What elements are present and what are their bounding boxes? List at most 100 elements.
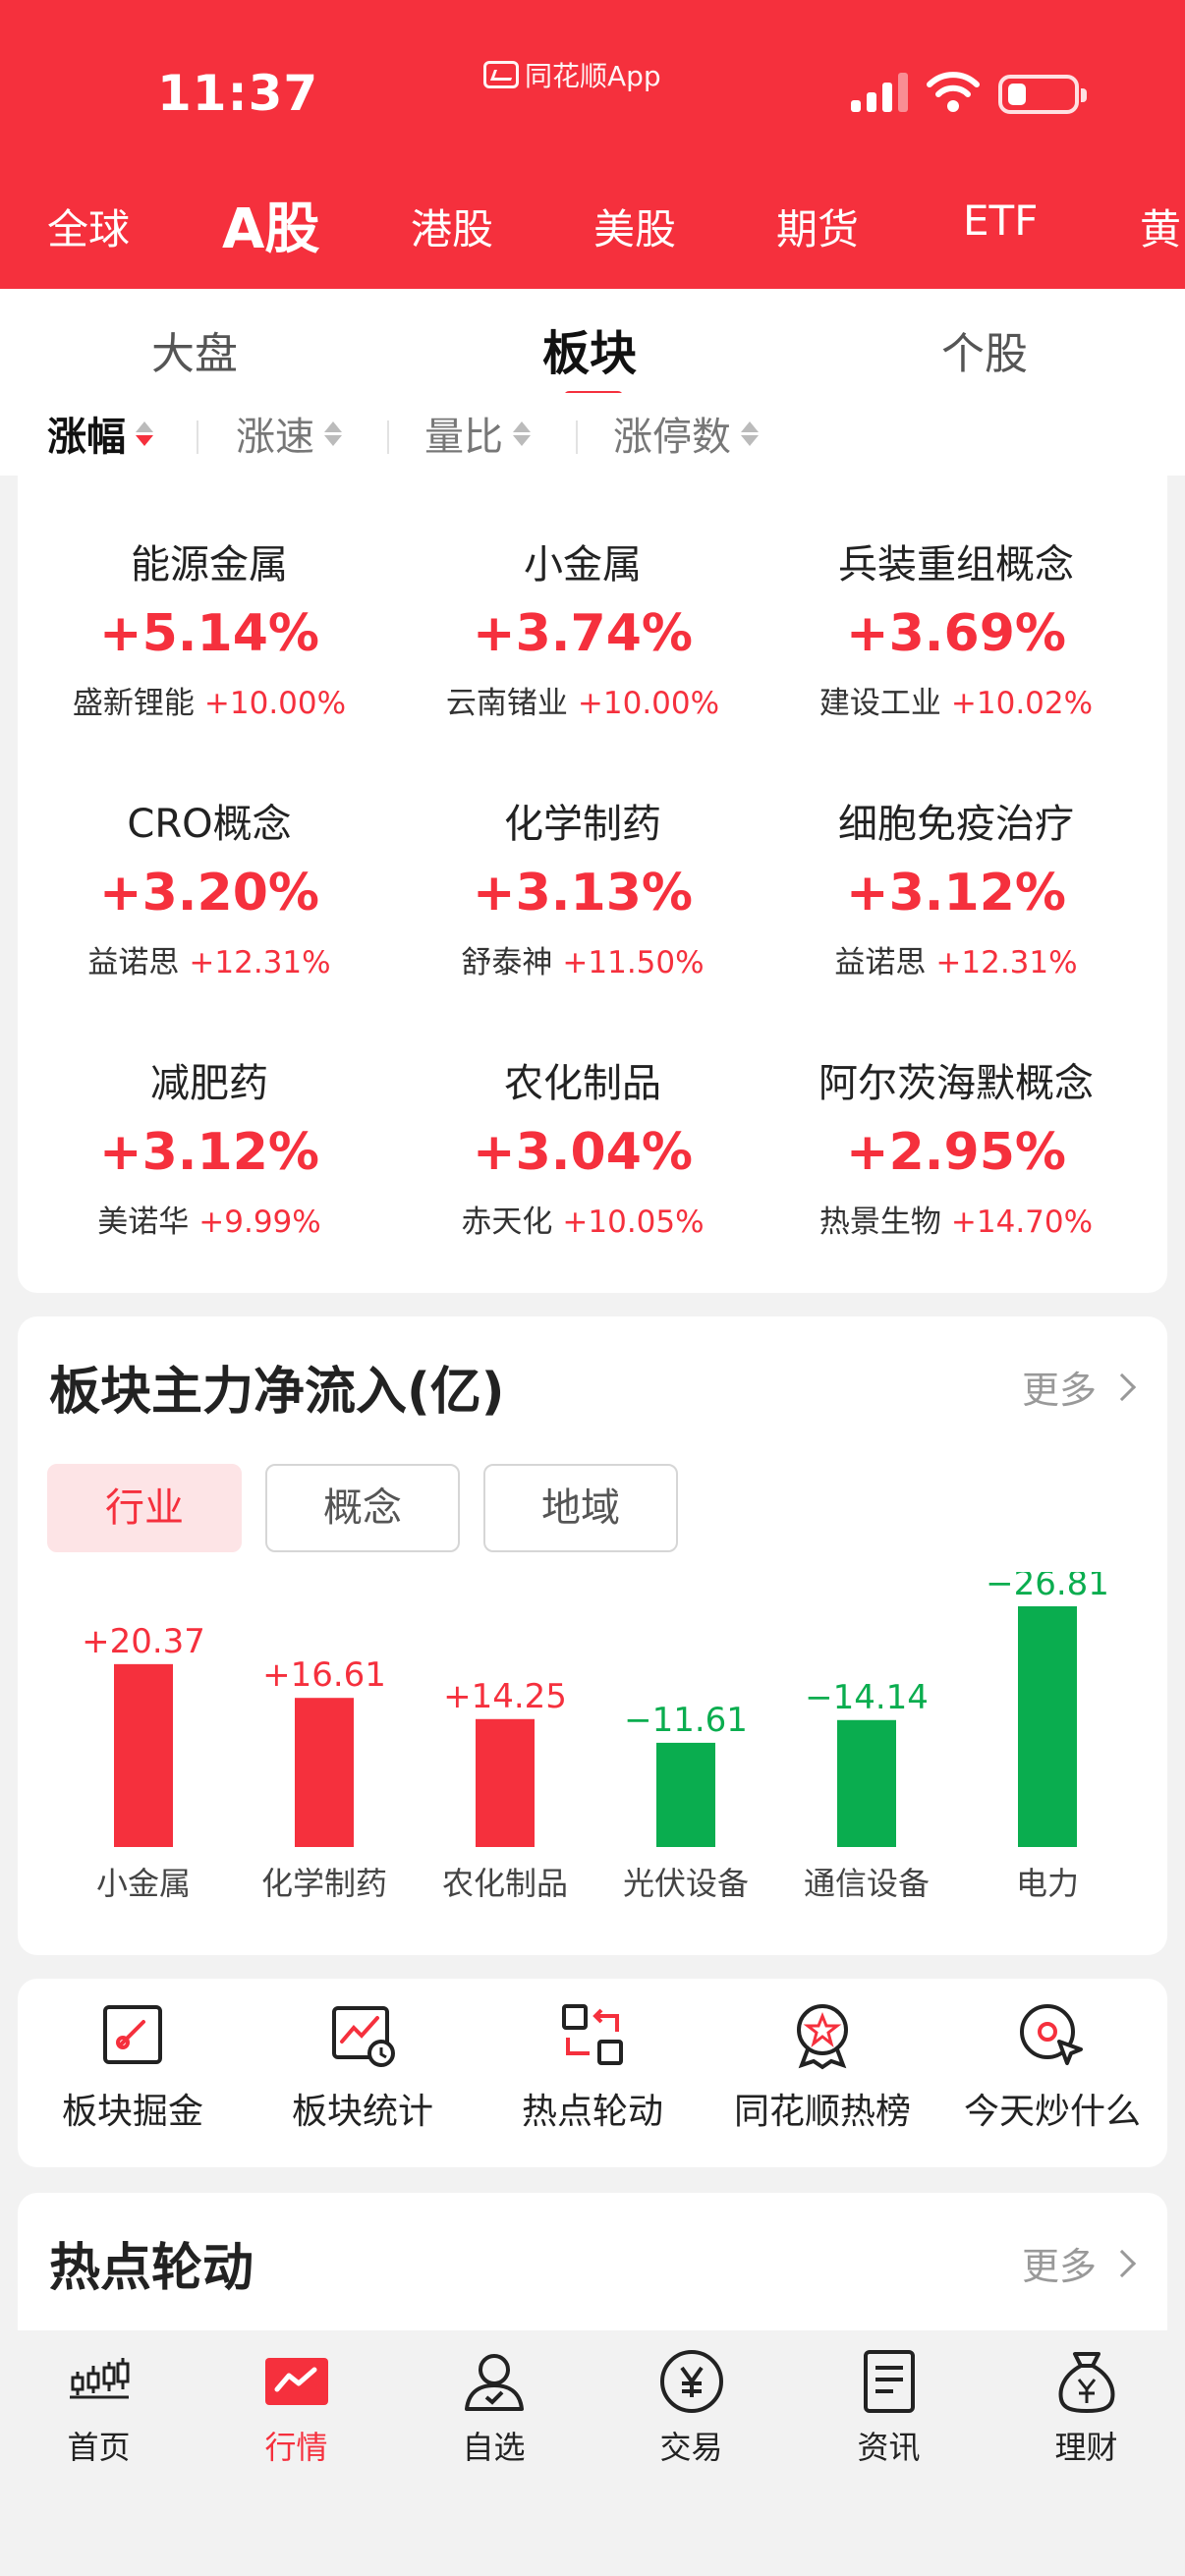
leader-name: 益诺思 — [87, 945, 180, 980]
sector-leader: 舒泰神 +11.50% — [391, 937, 774, 981]
sector-name: 兵装重组概念 — [838, 542, 1074, 588]
sector-cell[interactable]: 小金属 +3.74% 云南锗业 +10.00% — [391, 538, 774, 722]
tab-sectors[interactable]: 板块 — [542, 326, 638, 381]
sector-change: +3.69% — [846, 604, 1066, 663]
tab-global[interactable]: 全球 — [47, 205, 131, 253]
flow-bar — [114, 1663, 173, 1847]
tool-sector-gold[interactable]: 板块掘金 — [18, 1998, 248, 2134]
tool-label: 板块掘金 — [61, 2092, 203, 2132]
leader-name: 云南锗业 — [445, 686, 568, 721]
sort-by-volume-ratio[interactable]: 量比 — [424, 405, 531, 462]
flow-bar-category: 电力 — [1016, 1865, 1079, 1902]
flow-bar-value: +14.25 — [443, 1677, 567, 1716]
tab-gold[interactable]: 黄 — [1140, 205, 1182, 253]
flow-more-link[interactable]: 更多 — [1022, 1360, 1137, 1414]
sector-change: +3.12% — [846, 864, 1066, 923]
sector-name: 农化制品 — [504, 1061, 661, 1106]
sector-name: 小金属 — [524, 542, 642, 588]
flow-bar — [295, 1698, 354, 1847]
tool-label: 今天炒什么 — [963, 2092, 1141, 2132]
segment-industry[interactable]: 行业 — [47, 1464, 242, 1552]
sort-label: 涨速 — [236, 415, 314, 460]
sort-toggle-icon — [324, 420, 342, 446]
sector-leader: 建设工业 +10.02% — [764, 678, 1148, 722]
tab-market-overview[interactable]: 大盘 — [151, 329, 238, 379]
sector-cell[interactable]: 细胞免疫治疗 +3.12% 益诺思 +12.31% — [764, 798, 1148, 981]
leader-change: +10.02% — [950, 686, 1094, 721]
hot-more-link[interactable]: 更多 — [1022, 2236, 1137, 2290]
tab-a-share[interactable]: A股 — [222, 197, 320, 261]
tool-hot-rotation[interactable]: 热点轮动 — [478, 1998, 707, 2134]
tab-us-stock[interactable]: 美股 — [593, 205, 677, 253]
leader-change: +12.31% — [935, 945, 1078, 980]
sector-name: CRO概念 — [127, 802, 292, 847]
app-logo-icon — [483, 61, 519, 88]
home-candles-icon — [69, 2358, 129, 2399]
leader-change: +12.31% — [189, 945, 331, 980]
flow-bar-category: 光伏设备 — [623, 1865, 749, 1902]
tool-label: 同花顺热榜 — [733, 2092, 911, 2132]
sub-tabs: 大盘 板块 个股 — [0, 289, 1185, 407]
flow-bar — [837, 1719, 896, 1847]
today-pick-icon — [1020, 2004, 1083, 2065]
sector-change: +2.95% — [846, 1123, 1066, 1182]
nav-watchlist[interactable]: 自选 — [395, 2346, 592, 2468]
sort-desc-icon — [136, 420, 153, 446]
wifi-icon — [927, 72, 980, 112]
sort-toggle-icon — [741, 420, 759, 446]
sector-cell[interactable]: 化学制药 +3.13% 舒泰神 +11.50% — [391, 798, 774, 981]
app-badge: 同花顺App — [483, 55, 661, 94]
sector-cell[interactable]: 减肥药 +3.12% 美诺华 +9.99% — [18, 1057, 401, 1241]
leader-name: 益诺思 — [834, 945, 927, 980]
nav-market[interactable]: 行情 — [198, 2346, 395, 2468]
leader-name: 盛新锂能 — [72, 686, 195, 721]
sort-by-speed[interactable]: 涨速 — [236, 405, 342, 462]
sort-toggle-icon — [513, 420, 531, 446]
sector-leader: 益诺思 +12.31% — [764, 937, 1148, 981]
tool-today-pick[interactable]: 今天炒什么 — [937, 1998, 1167, 2134]
sector-leader: 云南锗业 +10.00% — [391, 678, 774, 722]
leader-name: 热景生物 — [818, 1204, 941, 1240]
leader-name: 舒泰神 — [461, 945, 553, 980]
sector-change: +3.74% — [473, 604, 693, 663]
tab-etf[interactable]: ETF — [963, 196, 1039, 245]
chevron-right-icon — [1107, 1372, 1137, 1401]
tool-label: 热点轮动 — [521, 2092, 663, 2132]
status-time: 11:37 — [157, 65, 319, 122]
segment-region[interactable]: 地域 — [483, 1464, 678, 1552]
flow-bar-value: −14.14 — [805, 1678, 929, 1717]
nav-label: 自选 — [462, 2429, 526, 2466]
nav-news[interactable]: 资讯 — [790, 2346, 988, 2468]
flow-bar — [476, 1718, 535, 1847]
leader-name: 美诺华 — [97, 1204, 190, 1240]
sector-cell[interactable]: 能源金属 +5.14% 盛新锂能 +10.00% — [18, 538, 401, 722]
nav-wealth[interactable]: 理财 — [988, 2346, 1185, 2468]
leader-name: 赤天化 — [461, 1204, 553, 1240]
tool-sector-stats[interactable]: 板块统计 — [248, 1998, 478, 2134]
tab-futures[interactable]: 期货 — [776, 205, 860, 253]
divider — [387, 420, 389, 454]
tool-hot-list[interactable]: 同花顺热榜 — [707, 1998, 937, 2134]
shortcut-tools: 板块掘金 板块统计 热点轮动 同花顺热榜 — [18, 1979, 1167, 2167]
sort-label: 涨幅 — [47, 415, 126, 460]
divider — [197, 420, 198, 454]
sort-by-change[interactable]: 涨幅 — [47, 405, 153, 462]
sector-name: 化学制药 — [504, 802, 661, 847]
sector-cell[interactable]: 兵装重组概念 +3.69% 建设工业 +10.02% — [764, 538, 1148, 722]
sort-by-limit-up[interactable]: 涨停数 — [613, 405, 759, 462]
nav-home[interactable]: 首页 — [0, 2346, 198, 2468]
leader-change: +14.70% — [950, 1204, 1094, 1240]
sector-cell[interactable]: 阿尔茨海默概念 +2.95% 热景生物 +14.70% — [764, 1057, 1148, 1241]
sector-leader: 美诺华 +9.99% — [18, 1197, 401, 1241]
market-tabs: 全球 A股 港股 美股 期货 ETF 黄 — [0, 185, 1185, 263]
sector-cell[interactable]: CRO概念 +3.20% 益诺思 +12.31% — [18, 798, 401, 981]
sector-change: +3.20% — [99, 864, 319, 923]
sector-cell[interactable]: 农化制品 +3.04% 赤天化 +10.05% — [391, 1057, 774, 1241]
sector-name: 能源金属 — [131, 542, 288, 588]
tab-hk-stock[interactable]: 港股 — [411, 205, 494, 253]
sector-gold-icon — [103, 2005, 162, 2064]
tab-stocks[interactable]: 个股 — [941, 329, 1028, 379]
news-doc-icon — [863, 2350, 915, 2413]
nav-trade[interactable]: 交易 — [592, 2346, 790, 2468]
segment-concept[interactable]: 概念 — [265, 1464, 460, 1552]
